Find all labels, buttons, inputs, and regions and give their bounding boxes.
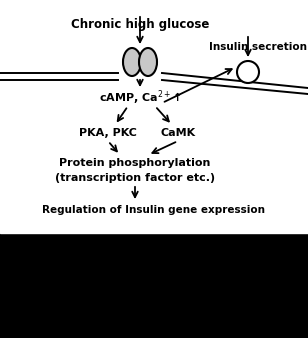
Ellipse shape — [237, 61, 259, 83]
Text: Protein phosphorylation: Protein phosphorylation — [59, 158, 211, 168]
Text: Regulation of Insulin gene expression: Regulation of Insulin gene expression — [43, 205, 265, 215]
Bar — [0, 0, 308, 233]
Text: Insulin secretion: Insulin secretion — [209, 42, 307, 52]
Ellipse shape — [123, 48, 141, 76]
Text: CaMK: CaMK — [160, 128, 196, 138]
Text: PKA, PKC: PKA, PKC — [79, 128, 137, 138]
Bar — [0, 233, 308, 338]
Text: cAMP, Ca$^{2+}$↑: cAMP, Ca$^{2+}$↑ — [99, 89, 181, 107]
Text: Chronic high glucose: Chronic high glucose — [71, 18, 209, 31]
Text: (transcription factor etc.): (transcription factor etc.) — [55, 173, 215, 183]
Ellipse shape — [139, 48, 157, 76]
